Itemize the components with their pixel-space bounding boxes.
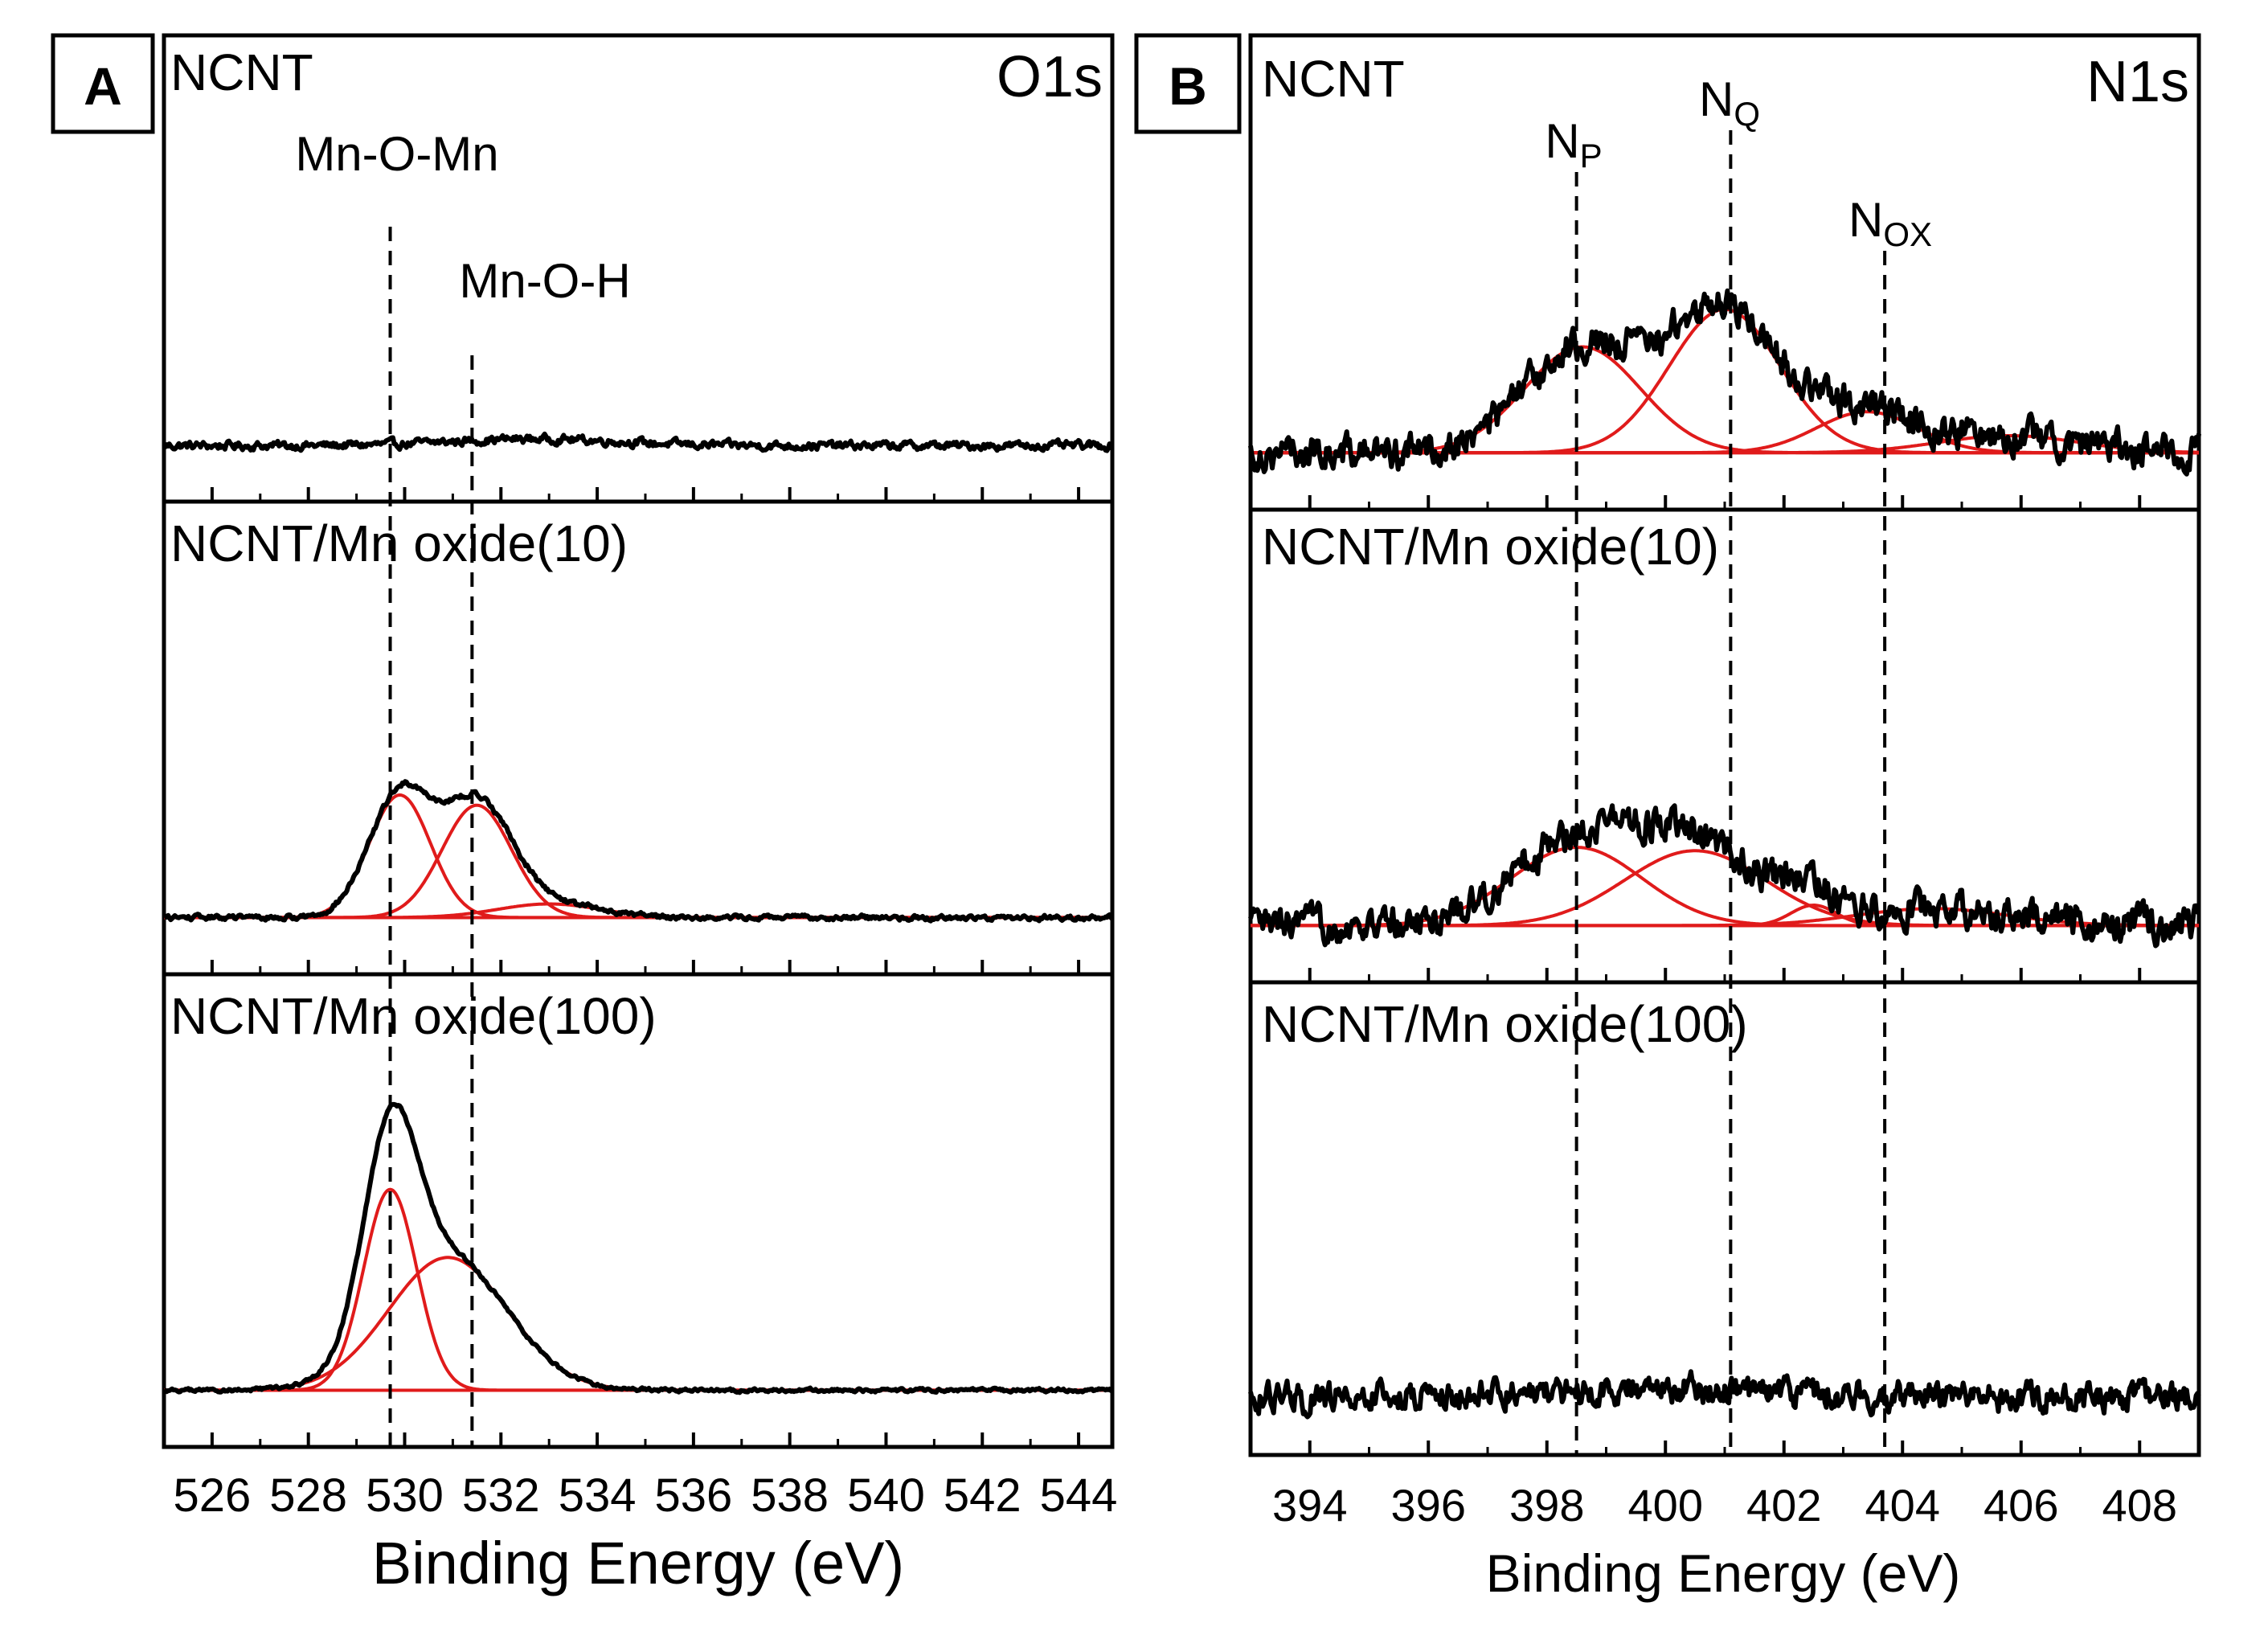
panel-b-ref-label-nq-main: N — [1699, 72, 1734, 126]
panel-a-ref-label-mn-o-mn: Mn-O-Mn — [295, 127, 498, 181]
x-tick-label: 536 — [654, 1469, 732, 1522]
panel-b-subplot-label-mn100: NCNT/Mn oxide(100) — [1262, 995, 1748, 1053]
panel-b-x-axis-title: Binding Energy (eV) — [1486, 1543, 1961, 1603]
panel-b-ref-label-np: NP — [1545, 114, 1602, 174]
panel-b-label: B — [1169, 56, 1207, 116]
x-tick-label: 404 — [1865, 1480, 1940, 1531]
x-tick-label: 542 — [944, 1469, 1021, 1522]
panel-a-series — [162, 431, 1115, 1395]
panel-a-reference-lines — [388, 227, 474, 1447]
panel-b-subplot-label-ncnt: NCNT — [1262, 50, 1405, 108]
panel-b-tick-labels: 394 396 398 400 402 404 406 408 — [1272, 1480, 2177, 1531]
panel-a-x-axis-title: Binding Energy (eV) — [372, 1530, 904, 1596]
panel-a-label-box — [51, 33, 155, 134]
x-tick-label: 400 — [1628, 1480, 1703, 1531]
x-tick-label: 406 — [1983, 1480, 2058, 1531]
panel-b-ref-label-nq-sub: Q — [1734, 95, 1760, 133]
x-tick-label: 534 — [559, 1469, 637, 1522]
measured-spectrum — [162, 431, 1114, 453]
panel-a-subplot-label-mn100: NCNT/Mn oxide(100) — [170, 987, 657, 1045]
panel-a-subplot-label-ncnt: NCNT — [170, 43, 313, 101]
x-tick-label: 544 — [1040, 1469, 1118, 1522]
panel-b-ref-label-nox: NOX — [1848, 193, 1932, 253]
panel-b-ref-label-nq: NQ — [1699, 72, 1760, 133]
panel-a-tick-labels: 526 528 530 532 534 536 538 540 542 544 — [174, 1469, 1118, 1522]
measured-spectrum — [1248, 288, 2201, 477]
measured-spectrum — [162, 779, 1114, 924]
measured-spectrum — [1248, 803, 2200, 949]
x-tick-label: 540 — [847, 1469, 925, 1522]
panel-b-ticks — [1308, 495, 2142, 1455]
x-tick-label: 532 — [462, 1469, 540, 1522]
panel-b-ref-label-nox-sub: OX — [1883, 215, 1932, 253]
measured-spectrum — [1248, 1369, 2201, 1420]
x-tick-label: 528 — [269, 1469, 347, 1522]
panel-a: A 526 528 530 532 534 536 538 540 542 544 NCNT NC… — [51, 33, 1118, 1596]
panel-b-label-box — [1134, 33, 1242, 134]
x-tick-label: 530 — [366, 1469, 444, 1522]
panel-a-core-level-label: O1s — [997, 45, 1103, 109]
x-tick-label: 538 — [751, 1469, 829, 1522]
panel-b-ref-label-np-main: N — [1545, 114, 1579, 168]
panel-a-frame-mn100 — [162, 972, 1115, 1449]
x-tick-label: 394 — [1272, 1480, 1347, 1531]
panel-b-reference-lines — [1574, 130, 1887, 1455]
measured-spectrum — [162, 1101, 1115, 1395]
panel-a-subplot-label-mn10: NCNT/Mn oxide(10) — [170, 514, 628, 572]
panel-b-subplot-label-mn10: NCNT/Mn oxide(10) — [1262, 518, 1719, 576]
x-tick-label: 402 — [1746, 1480, 1821, 1531]
x-tick-label: 396 — [1391, 1480, 1466, 1531]
panel-b: B 394 396 398 400 402 404 406 408 NCNT NCNT/Mn … — [1134, 33, 2201, 1603]
panel-b-ref-label-nox-main: N — [1848, 193, 1883, 247]
panel-b-core-level-label: N1s — [2086, 50, 2189, 114]
x-tick-label: 408 — [2102, 1480, 2177, 1531]
panel-a-ref-label-mn-o-h: Mn-O-H — [459, 254, 630, 308]
panel-b-ref-label-np-sub: P — [1580, 137, 1603, 174]
x-tick-label: 526 — [174, 1469, 252, 1522]
panel-a-ticks — [210, 487, 1081, 1447]
panel-a-label: A — [84, 56, 122, 116]
panel-b-series — [1248, 288, 2201, 1420]
x-tick-label: 398 — [1509, 1480, 1584, 1531]
